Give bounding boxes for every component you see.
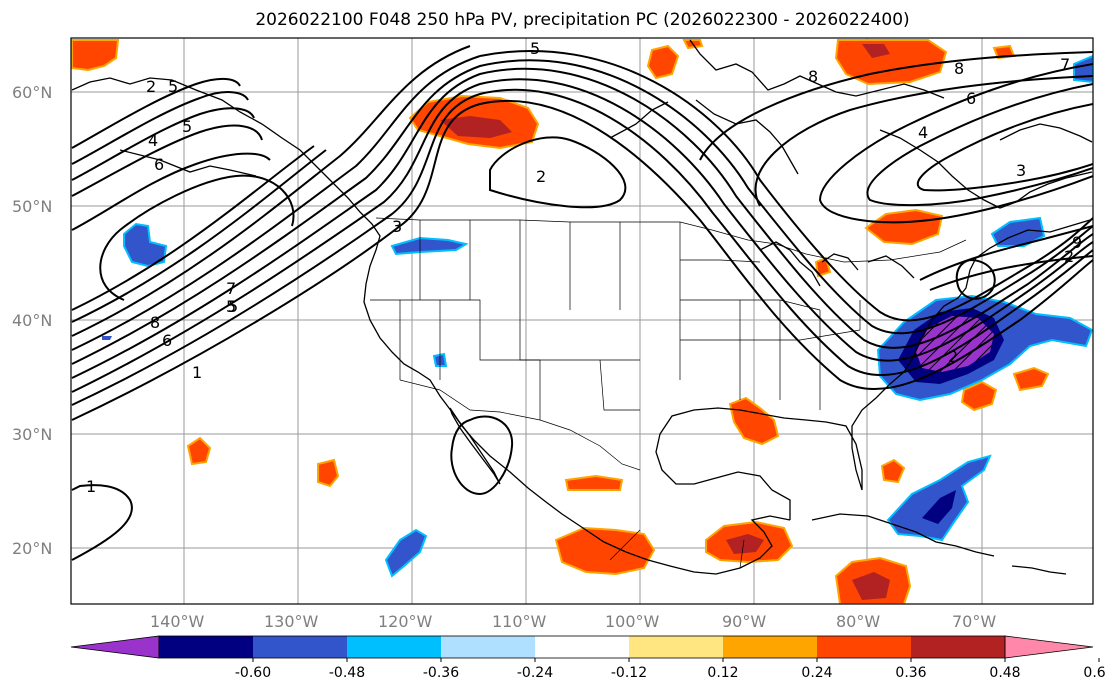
lat-label: 30°N: [12, 425, 52, 444]
colorbar-tick-label: 0.12: [707, 665, 738, 681]
contour-label: 8: [954, 59, 964, 78]
colorbar-tick-label: 0.24: [801, 665, 832, 681]
latitude-labels: 60°N 50°N 40°N 30°N 20°N: [12, 83, 52, 558]
lon-label: 90°W: [722, 612, 766, 631]
colorbar-tick-label: -0.60: [235, 665, 271, 681]
contour-label: 9: [1072, 233, 1082, 252]
coastlines: [71, 39, 1093, 575]
lon-label: 100°W: [605, 612, 660, 631]
contour-label: 8: [150, 313, 160, 332]
lat-label: 50°N: [12, 197, 52, 216]
contour-label: 4: [148, 131, 158, 150]
colorbar-swatch: [723, 636, 818, 658]
colorbar-outline: [158, 635, 1006, 659]
colorbar-extend-high: [1004, 635, 1094, 659]
contour-label: 3: [1016, 161, 1026, 180]
colorbar-swatch: [441, 636, 536, 658]
colorbar: -0.60 -0.48 -0.36 -0.24 -0.12 0.12 0.24 0.36 0.4…: [70, 635, 1105, 681]
contour-label: 5: [226, 297, 236, 316]
contour-label: 2: [948, 347, 958, 366]
contour-label: 5: [182, 117, 192, 136]
colorbar-swatch: [911, 636, 1006, 658]
lon-label: 110°W: [492, 612, 547, 631]
contour-label: 3: [392, 217, 402, 236]
contour-label: 4: [918, 123, 928, 142]
lat-label: 40°N: [12, 311, 52, 330]
lat-label: 20°N: [12, 539, 52, 558]
colorbar-tick-label: 0.60: [1083, 665, 1105, 681]
contour-label: 8: [808, 67, 818, 86]
contour-label: 2: [1064, 247, 1074, 266]
longitude-labels: 140°W 130°W 120°W 110°W 100°W 90°W 80°W …: [150, 612, 996, 631]
contour-label: 5: [168, 77, 178, 96]
contour-label: 6: [154, 155, 164, 174]
colorbar-tick-label: -0.48: [329, 665, 365, 681]
colorbar-swatch: [629, 636, 724, 658]
contour-label: 1: [192, 363, 202, 382]
lon-label: 140°W: [150, 612, 205, 631]
contour-label: 5: [530, 39, 540, 58]
contour-label: 7: [226, 279, 236, 298]
contour-label: 1: [86, 477, 96, 496]
lon-label: 130°W: [264, 612, 319, 631]
colorbar-swatch: [817, 636, 912, 658]
map-frame: [70, 37, 1094, 605]
colorbar-swatch: [159, 636, 254, 658]
colorbar-tick-label: 0.48: [989, 665, 1020, 681]
borders: [370, 217, 967, 569]
lon-label: 120°W: [378, 612, 433, 631]
colorbar-swatch: [253, 636, 348, 658]
contour-labels: 2 5 4 5 6 5 2 5 8 8 7 6 4 3 7 5 8 6 1 2 …: [86, 39, 1082, 496]
colorbar-swatch: [535, 636, 630, 658]
contour-label: 5: [228, 297, 238, 316]
colorbar-tick-label: -0.24: [517, 665, 553, 681]
colorbar-swatch: [347, 636, 442, 658]
lat-label: 60°N: [12, 83, 52, 102]
contour-label: 7: [1060, 55, 1070, 74]
contour-label: 6: [966, 89, 976, 108]
lon-label: 70°W: [952, 612, 996, 631]
lon-label: 80°W: [836, 612, 880, 631]
colorbar-tick-label: -0.12: [611, 665, 647, 681]
colorbar-tick-label: -0.36: [423, 665, 459, 681]
map-title: 2026022100 F048 250 hPa PV, precipitatio…: [255, 10, 910, 30]
contour-label: 2: [146, 77, 156, 96]
colorbar-tick-label: 0.36: [895, 665, 926, 681]
contour-label: 2: [536, 167, 546, 186]
colorbar-extend-low: [70, 635, 160, 659]
pv-contours: [71, 45, 1093, 561]
contour-label: 6: [162, 331, 172, 350]
